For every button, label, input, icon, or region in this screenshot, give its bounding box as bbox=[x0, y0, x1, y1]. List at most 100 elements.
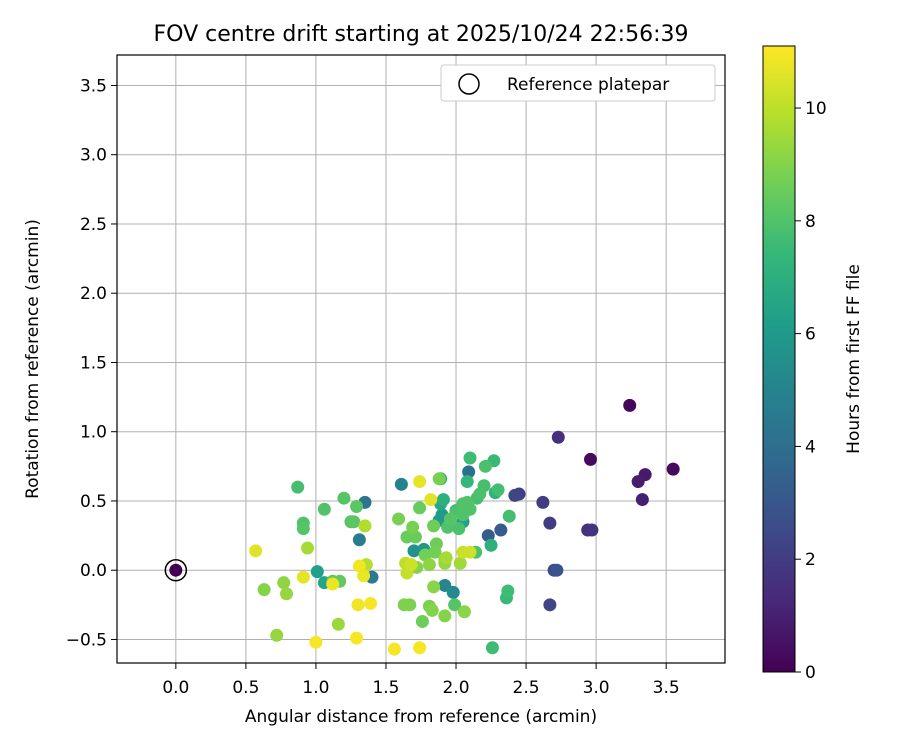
y-axis-label: Rotation from reference (arcmin) bbox=[23, 219, 43, 499]
x-tick-label: 2.5 bbox=[513, 678, 540, 698]
data-point bbox=[453, 556, 467, 570]
data-point bbox=[301, 541, 315, 555]
legend-marker-circle-icon bbox=[458, 73, 480, 95]
data-point bbox=[358, 519, 372, 533]
data-point bbox=[425, 603, 439, 617]
data-point bbox=[277, 576, 291, 590]
data-point bbox=[478, 459, 492, 473]
colorbar-frame bbox=[762, 45, 796, 673]
data-points bbox=[249, 398, 680, 656]
data-point bbox=[443, 512, 457, 526]
data-point bbox=[404, 558, 418, 572]
data-point bbox=[413, 641, 427, 655]
data-point bbox=[406, 520, 420, 534]
data-point bbox=[337, 491, 351, 505]
colorbar: 0 2 4 6 8 10 Hours from first FF file bbox=[762, 45, 864, 683]
y-tick-label: 0.5 bbox=[80, 492, 107, 512]
data-point bbox=[317, 502, 331, 516]
colorbar-tick-label: 4 bbox=[805, 437, 816, 457]
x-tick-label: 3.5 bbox=[653, 678, 680, 698]
y-axis-ticks: −0.5 0.0 0.5 1.0 1.5 2.0 2.5 3.0 3.5 bbox=[66, 76, 117, 650]
data-point bbox=[413, 475, 427, 489]
data-point bbox=[436, 493, 450, 507]
data-point bbox=[310, 565, 324, 579]
data-point bbox=[309, 635, 323, 649]
data-point bbox=[413, 501, 427, 515]
colorbar-tick-label: 8 bbox=[805, 212, 816, 232]
x-tick-label: 2.0 bbox=[442, 678, 469, 698]
reference-ring bbox=[164, 558, 188, 582]
data-point bbox=[364, 596, 378, 610]
y-tick-label: 0.0 bbox=[80, 561, 107, 581]
data-point bbox=[536, 495, 550, 509]
data-point bbox=[350, 499, 364, 513]
data-point bbox=[551, 430, 565, 444]
data-point bbox=[463, 545, 477, 559]
data-point bbox=[291, 480, 305, 494]
data-point bbox=[392, 512, 406, 526]
data-point bbox=[463, 451, 477, 465]
data-point bbox=[448, 598, 462, 612]
data-point bbox=[249, 544, 263, 558]
y-tick-label: 1.5 bbox=[80, 353, 107, 373]
data-point bbox=[352, 533, 366, 547]
data-point bbox=[427, 580, 441, 594]
data-point bbox=[407, 544, 421, 558]
data-point bbox=[350, 631, 364, 645]
data-point bbox=[462, 465, 476, 479]
reference-point bbox=[169, 563, 183, 577]
data-point bbox=[631, 475, 645, 489]
data-point bbox=[415, 614, 429, 628]
x-tick-label: 3.0 bbox=[583, 678, 610, 698]
colorbar-label: Hours from first FF file bbox=[844, 264, 864, 454]
plot-frame bbox=[116, 54, 726, 664]
data-point bbox=[460, 475, 474, 489]
data-point bbox=[666, 462, 680, 476]
data-point bbox=[357, 569, 371, 583]
y-tick-label: 2.0 bbox=[80, 284, 107, 304]
data-point bbox=[584, 452, 598, 466]
data-point bbox=[418, 548, 432, 562]
data-point bbox=[387, 642, 401, 656]
data-point bbox=[347, 515, 361, 529]
colorbar-gradient bbox=[763, 46, 795, 672]
x-tick-label: 1.0 bbox=[302, 678, 329, 698]
colorbar-tick-label: 2 bbox=[805, 550, 816, 570]
y-tick-label: 1.0 bbox=[80, 423, 107, 443]
data-point bbox=[543, 598, 557, 612]
data-point bbox=[623, 398, 637, 412]
data-point bbox=[456, 508, 470, 522]
x-axis-label: Angular distance from reference (arcmin) bbox=[245, 707, 597, 727]
legend: Reference platepar bbox=[440, 64, 716, 102]
data-point bbox=[484, 538, 498, 552]
data-point bbox=[502, 509, 516, 523]
y-tick-label: 2.5 bbox=[80, 215, 107, 235]
chart-title: FOV centre drift starting at 2025/10/24 … bbox=[154, 22, 689, 47]
data-point bbox=[550, 563, 564, 577]
x-tick-label: 1.5 bbox=[372, 678, 399, 698]
colorbar-tick-label: 6 bbox=[805, 325, 816, 345]
data-point bbox=[403, 598, 417, 612]
y-tick-label: 3.0 bbox=[80, 146, 107, 166]
y-tick-label: 3.5 bbox=[80, 76, 107, 96]
data-point bbox=[432, 472, 446, 486]
data-point bbox=[270, 628, 284, 642]
data-point bbox=[485, 641, 499, 655]
data-point bbox=[585, 523, 599, 537]
data-point bbox=[331, 617, 345, 631]
data-point bbox=[491, 483, 505, 497]
reference-marker bbox=[164, 558, 188, 582]
data-point bbox=[351, 598, 365, 612]
x-tick-label: 0.0 bbox=[162, 678, 189, 698]
data-point bbox=[257, 583, 271, 597]
data-point bbox=[326, 577, 340, 591]
colorbar-tick-label: 10 bbox=[805, 99, 827, 119]
y-tick-label: −0.5 bbox=[66, 630, 107, 650]
data-point bbox=[296, 570, 310, 584]
data-point bbox=[439, 551, 453, 565]
data-point bbox=[473, 487, 487, 501]
legend-entry-label: Reference platepar bbox=[507, 75, 669, 95]
